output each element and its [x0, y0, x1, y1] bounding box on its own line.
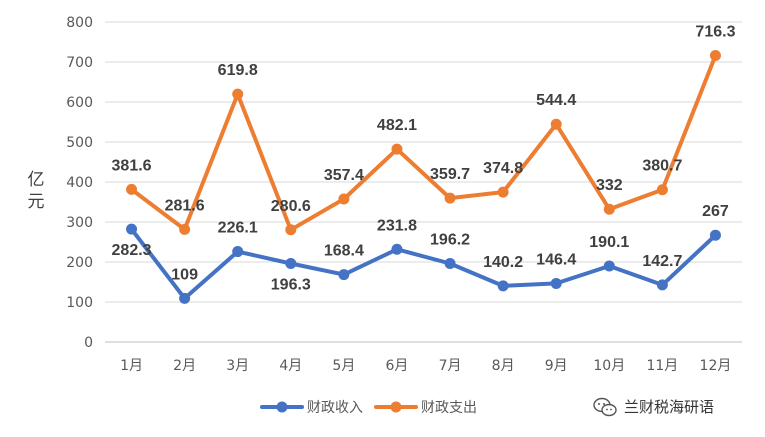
y-axis-title-char-2: 元	[28, 192, 45, 212]
legend-marker-2	[390, 401, 402, 413]
data-label-2: 357.4	[324, 167, 364, 184]
series-layer	[126, 49, 721, 304]
legend: 财政收入 财政支出	[260, 400, 477, 416]
data-point-1	[232, 246, 244, 258]
data-label-1: 282.3	[112, 242, 152, 259]
y-tick-label: 0	[84, 335, 93, 351]
data-label-2: 716.3	[695, 23, 735, 40]
data-label-1: 190.1	[589, 234, 629, 251]
data-label-1: 196.3	[271, 276, 311, 293]
data-point-2	[603, 203, 615, 215]
y-tick-label: 700	[66, 55, 93, 71]
x-tick-label: 9月	[545, 358, 568, 374]
data-label-2: 280.6	[271, 198, 311, 215]
data-label-2: 374.8	[483, 160, 523, 177]
data-point-1	[338, 269, 350, 281]
data-point-1	[550, 277, 562, 289]
data-label-2: 332	[596, 177, 623, 194]
y-tick-label: 100	[66, 295, 93, 311]
x-tick-label: 10月	[593, 358, 625, 374]
data-label-1: 109	[171, 266, 198, 283]
data-point-1	[444, 258, 456, 270]
x-tick-label: 7月	[439, 358, 462, 374]
data-point-2	[656, 184, 668, 196]
grid-lines	[105, 21, 742, 343]
x-tick-label: 1月	[120, 358, 143, 374]
x-tick-label: 4月	[279, 358, 302, 374]
data-label-1: 146.4	[536, 251, 576, 268]
data-label-1: 196.2	[430, 232, 470, 249]
data-label-1: 140.2	[483, 254, 523, 271]
data-label-2: 544.4	[536, 92, 576, 109]
data-point-2	[179, 223, 191, 235]
y-tick-label: 200	[66, 255, 93, 271]
legend-label-1: 财政收入	[307, 400, 363, 416]
data-point-1	[497, 280, 509, 292]
data-point-1	[709, 229, 721, 241]
data-point-2	[285, 224, 297, 236]
y-tick-label: 600	[66, 95, 93, 111]
data-point-1	[656, 279, 668, 291]
x-tick-label: 11月	[646, 358, 678, 374]
watermark-text: 兰财税海研语	[624, 398, 714, 416]
data-label-1: 142.7	[642, 253, 682, 270]
legend-label-2: 财政支出	[421, 400, 477, 416]
wechat-icon	[593, 397, 617, 417]
data-label-1: 267	[702, 203, 729, 220]
data-label-2: 619.8	[218, 62, 258, 79]
data-point-1	[391, 243, 403, 255]
x-tick-label: 2月	[173, 358, 196, 374]
data-point-2	[338, 193, 350, 205]
data-label-2: 281.6	[165, 197, 205, 214]
x-tick-label: 3月	[226, 358, 249, 374]
data-label-1: 168.4	[324, 243, 364, 260]
y-axis-title-char-1: 亿	[28, 170, 45, 190]
data-label-2: 359.7	[430, 166, 470, 183]
x-tick-label: 8月	[492, 358, 515, 374]
data-point-2	[497, 186, 509, 198]
series-line-2	[129, 53, 718, 232]
x-tick-label: 6月	[385, 358, 408, 374]
data-point-1	[179, 292, 191, 304]
data-point-2	[550, 118, 562, 130]
data-point-2	[232, 88, 244, 100]
data-point-2	[126, 183, 138, 195]
data-labels-layer: 282.3 109 226.1 196.3 168.4 231.8 196.2 140.2 14…	[112, 23, 736, 293]
series-line-1	[129, 227, 718, 301]
x-axis-ticks: 1月 2月 3月 4月 5月 6月 7月 8月 9月 10月 11月 12月	[120, 358, 731, 374]
data-label-2: 380.7	[642, 158, 682, 175]
watermark: 兰财税海研语	[593, 397, 714, 417]
y-tick-label: 800	[66, 15, 93, 31]
data-point-1	[285, 257, 297, 269]
y-tick-label: 400	[66, 175, 93, 191]
y-tick-label: 500	[66, 135, 93, 151]
data-point-1	[126, 223, 138, 235]
legend-marker-1	[276, 401, 288, 413]
data-point-1	[603, 260, 615, 272]
data-label-2: 482.1	[377, 117, 417, 134]
x-tick-label: 5月	[332, 358, 355, 374]
data-point-2	[444, 192, 456, 204]
data-label-1: 231.8	[377, 217, 417, 234]
y-axis-ticks: 0 100 200 300 400 500 600 700 800	[66, 15, 93, 351]
data-point-2	[709, 49, 721, 61]
y-tick-label: 300	[66, 215, 93, 231]
x-tick-label: 12月	[700, 358, 732, 374]
data-point-2	[391, 143, 403, 155]
data-label-2: 381.6	[112, 157, 152, 174]
data-label-1: 226.1	[218, 220, 258, 237]
